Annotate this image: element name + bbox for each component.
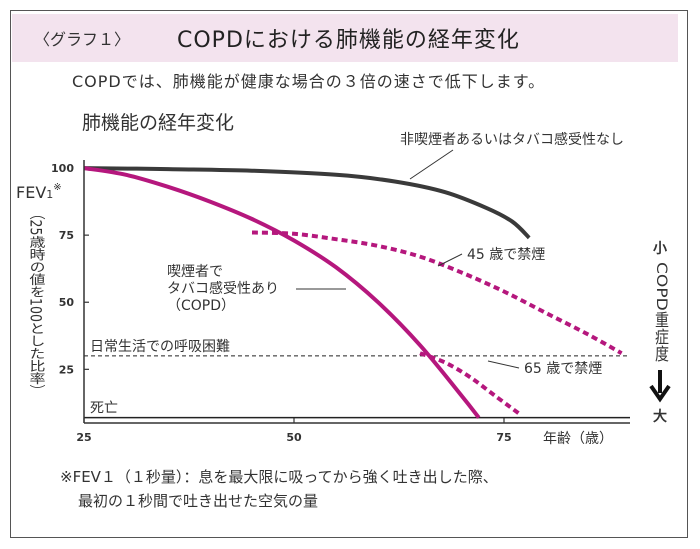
severity-label: COPD重症度 xyxy=(653,262,669,362)
page-title: COPDにおける肺機能の経年変化 xyxy=(177,28,520,53)
lead-text: COPDでは、肺機能が健康な場合の３倍の速さで低下します。 xyxy=(72,72,546,91)
annotation-smoker-1: 喫煙者で xyxy=(167,264,223,280)
series-smoker xyxy=(83,166,481,419)
annotation-quit45: 45 歳で禁煙 xyxy=(467,247,545,263)
y-axis-label-mark: ※ xyxy=(53,182,61,193)
figure-frame xyxy=(10,10,688,538)
title-bar: 〈グラフ１〉 COPDにおける肺機能の経年変化 xyxy=(12,14,678,62)
reference-label-dyspnea: 日常生活での呼吸困難 xyxy=(90,339,230,355)
x-tick-label: 50 xyxy=(286,431,302,444)
footnote: ※FEV１（１秒量）：息を最大限に吸ってから強く吐き出した際、 最初の１秒間で吐… xyxy=(60,465,498,513)
severity-arrow-head xyxy=(649,384,671,403)
series-nonsmoker xyxy=(83,166,531,240)
axis-ticks: 100 75 50 25 25 50 75 xyxy=(51,162,512,444)
y-axis-label-sub: 1 xyxy=(46,188,53,201)
y-tick-label: 50 xyxy=(59,296,75,309)
y-axis-label-paren: （25歳時の値を100とした比率） xyxy=(27,207,46,397)
y-tick-label: 100 xyxy=(51,162,74,175)
annotation-smoker-3: （COPD） xyxy=(167,298,235,314)
graph-tag: 〈グラフ１〉 xyxy=(34,30,131,49)
y-tick-label: 25 xyxy=(59,363,74,376)
annotation-smoker-2: タバコ感受性あり xyxy=(167,280,279,297)
annotation-quit65: 65 歳で禁煙 xyxy=(524,361,602,377)
footnote-line-2: 最初の１秒間で吐き出せた空気の量 xyxy=(78,492,319,510)
leader-quit65 xyxy=(487,360,520,369)
x-tick-label: 25 xyxy=(76,431,91,444)
chart-title: 肺機能の経年変化 xyxy=(82,112,234,134)
severity-bottom-label: 大 xyxy=(653,408,667,425)
reference-label-death: 死亡 xyxy=(90,401,118,417)
y-axis-label-main: FEV xyxy=(16,183,46,202)
y-tick-label: 75 xyxy=(59,229,74,242)
x-axis-label: 年齢（歳） xyxy=(543,431,613,447)
y-axis-label: FEV1※ xyxy=(16,182,62,202)
series-layer xyxy=(83,166,623,419)
leader-quit45 xyxy=(437,253,463,267)
footnote-line-1: ※FEV１（１秒量）：息を最大限に吸ってから強く吐き出した際、 xyxy=(60,468,498,486)
severity-top-label: 小 xyxy=(653,241,667,257)
annotation-nonsmoker: 非喫煙者あるいはタバコ感受性なし xyxy=(400,131,624,148)
leader-nonsmoker xyxy=(409,149,454,180)
x-tick-label: 75 xyxy=(496,431,511,444)
